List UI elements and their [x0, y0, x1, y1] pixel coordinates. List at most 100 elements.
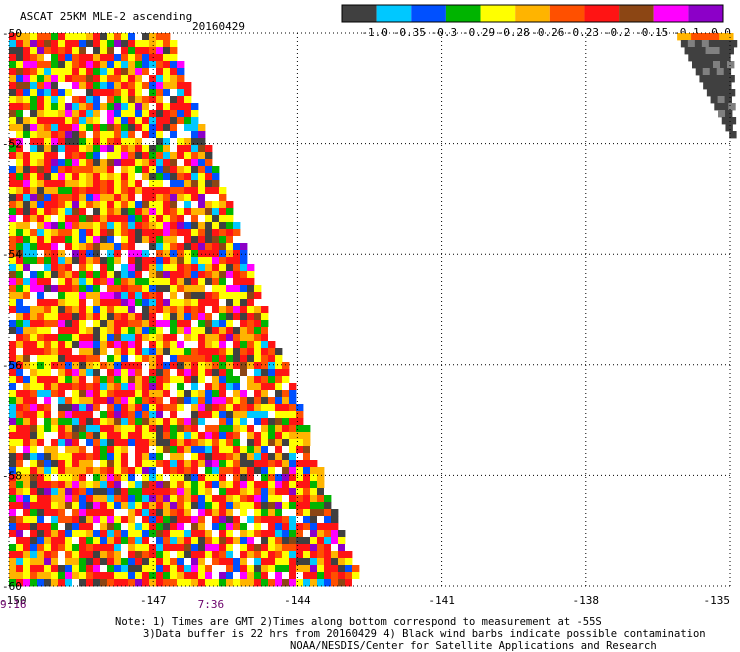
data-cell [219, 488, 227, 496]
data-cell [44, 138, 52, 146]
data-cell [23, 425, 31, 433]
data-cell [30, 47, 38, 55]
data-cell [247, 446, 255, 454]
data-cell [156, 131, 164, 139]
data-cell [114, 40, 122, 48]
data-cell [198, 201, 206, 209]
data-cell [30, 285, 38, 293]
data-cell [51, 278, 59, 286]
data-cell [268, 453, 276, 461]
data-cell [191, 110, 199, 118]
data-cell [184, 327, 192, 335]
data-cell [177, 530, 185, 538]
data-cell [58, 411, 66, 419]
data-cell [23, 306, 31, 314]
data-cell [177, 341, 185, 349]
data-cell [205, 411, 213, 419]
data-cell [100, 124, 108, 132]
data-cell [191, 446, 199, 454]
data-cell [163, 236, 171, 244]
data-cell [65, 194, 73, 202]
data-cell [233, 285, 241, 293]
x-tick-label: -141 [428, 594, 455, 607]
data-cell [247, 313, 255, 321]
data-cell [240, 264, 248, 272]
data-cell [121, 145, 129, 153]
data-cell [156, 453, 164, 461]
data-cell [58, 138, 66, 146]
data-cell [219, 355, 227, 363]
data-cell [142, 89, 150, 97]
data-cell [44, 334, 52, 342]
data-cell [58, 383, 66, 391]
data-cell [726, 33, 734, 41]
data-cell [142, 488, 150, 496]
data-cell [107, 61, 115, 69]
data-cell [191, 516, 199, 524]
data-cell [170, 292, 178, 300]
data-cell [212, 572, 220, 580]
data-cell [226, 488, 234, 496]
data-cell [128, 579, 136, 587]
data-cell [9, 306, 17, 314]
data-cell [177, 271, 185, 279]
data-cell [268, 502, 276, 510]
data-cell [121, 320, 129, 328]
data-cell [37, 439, 45, 447]
data-cell [191, 124, 199, 132]
data-cell [184, 348, 192, 356]
data-cell [254, 502, 262, 510]
data-cell [9, 488, 17, 496]
data-cell [86, 131, 94, 139]
data-cell [198, 572, 206, 580]
data-cell [142, 131, 150, 139]
data-cell [205, 208, 213, 216]
data-cell [51, 229, 59, 237]
data-cell [100, 47, 108, 55]
data-cell [135, 306, 143, 314]
data-cell [142, 348, 150, 356]
data-cell [107, 418, 115, 426]
data-cell [184, 390, 192, 398]
data-cell [303, 565, 311, 573]
data-cell [205, 229, 213, 237]
data-cell [184, 173, 192, 181]
data-cell [65, 460, 73, 468]
data-cell [51, 565, 59, 573]
data-cell [212, 390, 220, 398]
data-cell [23, 551, 31, 559]
data-cell [177, 131, 185, 139]
data-cell [296, 537, 304, 545]
data-cell [247, 425, 255, 433]
data-cell [268, 509, 276, 517]
data-cell [79, 411, 87, 419]
data-cell [58, 54, 66, 62]
data-cell [212, 285, 220, 293]
data-cell [177, 299, 185, 307]
data-cell [16, 481, 24, 489]
data-cell [58, 509, 66, 517]
data-cell [184, 138, 192, 146]
data-cell [121, 530, 129, 538]
data-cell [128, 376, 136, 384]
data-cell [240, 369, 248, 377]
data-cell [233, 383, 241, 391]
data-cell [44, 187, 52, 195]
data-cell [184, 362, 192, 370]
data-cell [142, 54, 150, 62]
data-cell [100, 138, 108, 146]
data-cell [212, 439, 220, 447]
data-cell [317, 565, 325, 573]
data-cell [9, 145, 17, 153]
data-cell [212, 453, 220, 461]
data-cell [44, 299, 52, 307]
data-cell [23, 432, 31, 440]
data-cell [226, 383, 234, 391]
data-cell [9, 124, 17, 132]
data-cell [205, 250, 213, 258]
data-cell [128, 75, 136, 83]
data-cell [16, 474, 24, 482]
data-cell [51, 201, 59, 209]
data-cell [72, 495, 80, 503]
data-cell [219, 215, 227, 223]
